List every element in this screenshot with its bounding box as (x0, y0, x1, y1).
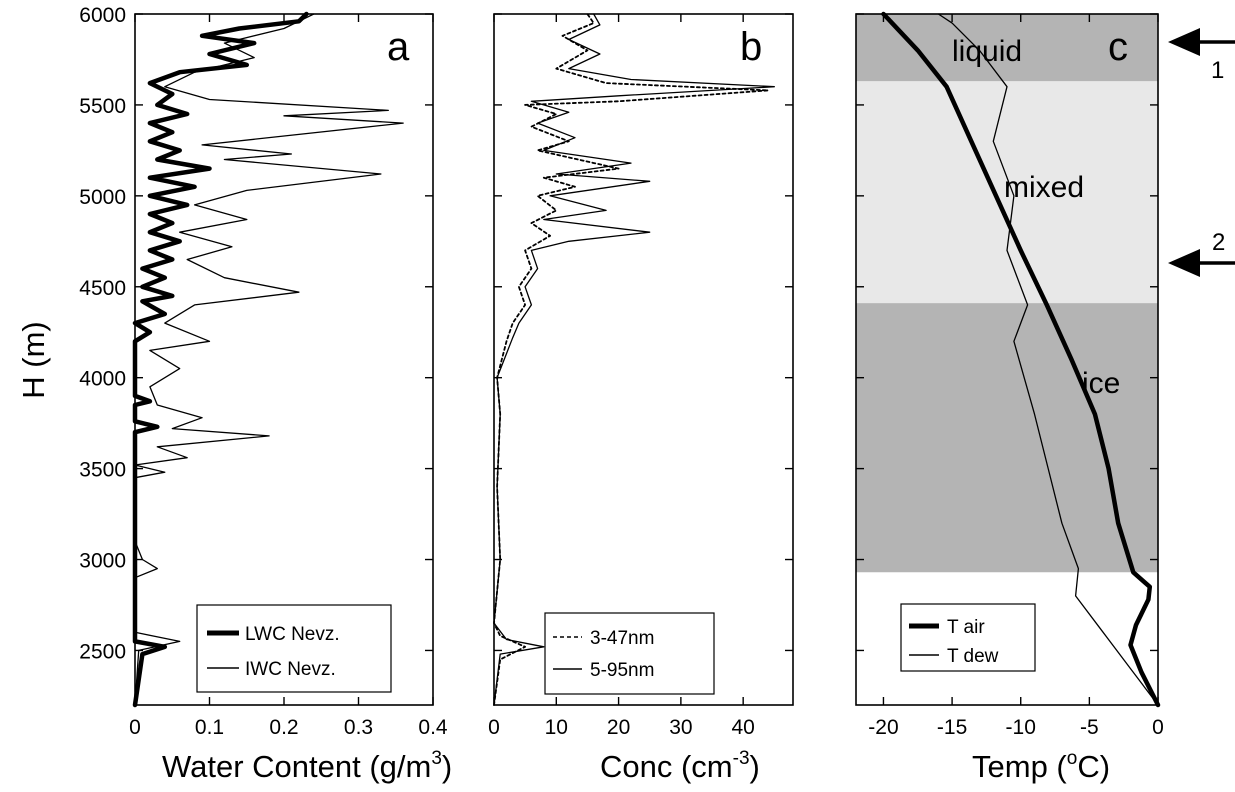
y-tick-label-2: 3500 (79, 459, 126, 482)
zone-label-ice: ice (1082, 367, 1120, 400)
series-line-b-1 (493, 13, 775, 706)
y-tick-label-3: 4000 (79, 368, 126, 391)
series-line-a-0 (132, 11, 309, 708)
legend-b: 3-47nm 5-95nm (544, 612, 715, 695)
x-axis-label-a-tail: ) (442, 749, 452, 784)
plot-frame-b (493, 13, 794, 706)
tick-layer: 0 0.1 0.2 0.3 0.4 0 10 20 30 40 -20 -15 -10 -5 0 2500 30… (79, 4, 1164, 739)
y-tick-label-5: 5000 (79, 186, 126, 209)
panel-label-a: a (387, 25, 410, 69)
x-axis-label-a-sup: 3 (431, 748, 442, 769)
zone-band-mixed (856, 81, 1158, 304)
y-tick-label-1: 3000 (79, 550, 126, 573)
series-line-c-0 (881, 11, 1161, 708)
y-tick-label-0: 2500 (79, 640, 126, 663)
arrow-2: 2 (1168, 229, 1235, 277)
legend-c-item-0: T air (947, 617, 985, 638)
zone-label-mixed: mixed (1004, 171, 1084, 204)
x-axis-label-b-sup: -3 (733, 748, 750, 769)
panel-label-c: c (1108, 25, 1128, 69)
x-tick-label-b-1: 10 (545, 716, 568, 739)
x-axis-label-b-tail: ) (750, 749, 760, 784)
legend-c-item-1: T dew (947, 646, 999, 667)
zone-bands-c (856, 14, 1158, 573)
zone-label-liquid: liquid (952, 35, 1022, 68)
plot-frame-c (855, 13, 1159, 706)
legend-a-item-1: IWC Nevz. (245, 659, 336, 680)
x-axis-label-c-main: Temp ( (972, 749, 1067, 784)
y-tick-label-4: 4500 (79, 277, 126, 300)
x-tick-label-a-4: 0.4 (418, 716, 448, 739)
arrow-2-label: 2 (1212, 229, 1225, 256)
zone-band-ice (856, 303, 1158, 573)
legend-b-item-1: 5-95nm (590, 660, 654, 681)
legend-c: T air T dew (900, 603, 1036, 672)
x-tick-label-a-3: 0.3 (344, 716, 373, 739)
x-tick-label-b-4: 40 (731, 716, 754, 739)
zone-band-liquid (856, 14, 1158, 82)
x-tick-label-c-4: 0 (1152, 716, 1164, 739)
x-axis-label-c-tail: C) (1077, 749, 1110, 784)
x-tick-label-c-3: -5 (1080, 716, 1099, 739)
series-line-b-0 (493, 13, 769, 706)
x-tick-label-b-0: 0 (488, 716, 500, 739)
x-tick-label-a-2: 0.2 (269, 716, 298, 739)
series-line-c-1 (937, 13, 1159, 706)
x-axis-label-a-main: Water Content (g/m (162, 749, 431, 784)
x-tick-label-b-2: 20 (607, 716, 630, 739)
panel-label-b: b (740, 25, 762, 69)
arrow-1-label: 1 (1211, 57, 1224, 84)
legend-a: LWC Nevz. IWC Nevz. (196, 604, 392, 693)
x-axis-label-c-sup: o (1067, 748, 1078, 769)
x-tick-label-c-1: -15 (937, 716, 967, 739)
x-tick-label-a-1: 0.1 (195, 716, 224, 739)
x-tick-label-c-2: -10 (1006, 716, 1036, 739)
x-tick-label-a-0: 0 (129, 716, 141, 739)
y-tick-label-7: 6000 (79, 4, 126, 27)
legend-b-item-0: 3-47nm (590, 628, 654, 649)
x-tick-label-c-0: -20 (868, 716, 898, 739)
x-axis-label-a: Water Content (g/m3) (162, 748, 452, 784)
y-tick-label-6: 5500 (79, 95, 126, 118)
x-tick-label-b-3: 30 (669, 716, 692, 739)
legend-a-item-0: LWC Nevz. (245, 624, 340, 645)
x-axis-label-b-main: Conc (cm (600, 749, 733, 784)
x-axis-label-b: Conc (cm-3) (600, 748, 760, 784)
y-axis-label: H (m) (16, 321, 51, 398)
arrow-1: 1 (1168, 28, 1235, 84)
x-axis-label-c: Temp (oC) (972, 748, 1110, 784)
